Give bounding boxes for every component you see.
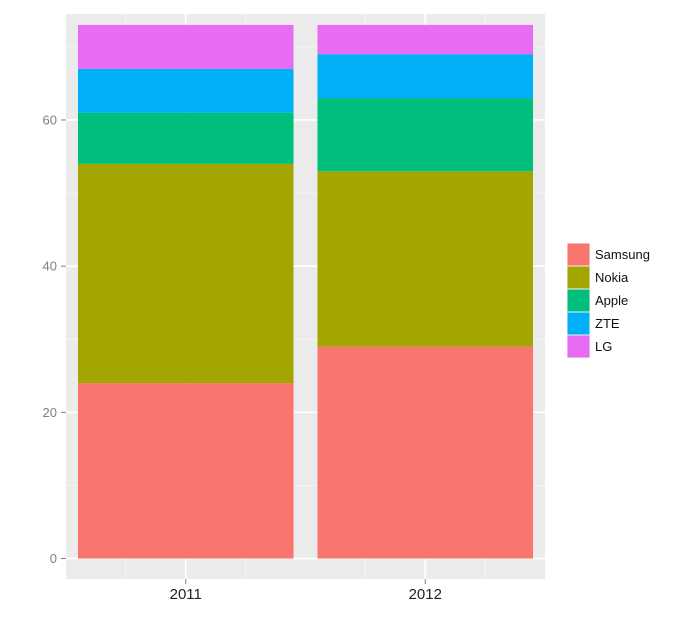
legend-swatch-lg	[567, 335, 590, 358]
legend-swatch-apple	[567, 289, 590, 312]
y-tick-label: 60	[43, 112, 57, 127]
legend-label-nokia: Nokia	[595, 270, 629, 285]
bar-segment-lg-2012	[317, 24, 534, 55]
x-axis: 2011 2012	[170, 579, 442, 603]
legend-label-lg: LG	[595, 339, 612, 354]
bar-segment-nokia-2011	[77, 163, 294, 384]
bar-segment-samsung-2011	[77, 383, 294, 559]
legend: Samsung Nokia Apple ZTE LG	[567, 243, 650, 358]
legend-swatch-zte	[567, 312, 590, 335]
y-tick-label: 0	[50, 551, 57, 566]
y-axis: 0 20 40 60	[43, 112, 66, 566]
x-tick-label: 2011	[170, 586, 202, 603]
legend-label-apple: Apple	[595, 293, 628, 308]
y-tick-label: 40	[43, 259, 57, 274]
bar-segment-apple-2011	[77, 112, 294, 164]
x-tick-label: 2012	[409, 586, 442, 603]
legend-label-zte: ZTE	[595, 316, 620, 331]
bar-segment-lg-2011	[77, 24, 294, 69]
bar-segment-zte-2011	[77, 68, 294, 113]
bars	[77, 24, 534, 559]
bar-segment-zte-2012	[317, 54, 534, 99]
legend-swatch-samsung	[567, 243, 590, 266]
legend-swatch-nokia	[567, 266, 590, 289]
bar-segment-nokia-2012	[317, 171, 534, 347]
bar-segment-samsung-2012	[317, 346, 534, 559]
bar-segment-apple-2012	[317, 98, 534, 172]
legend-label-samsung: Samsung	[595, 247, 650, 262]
y-tick-label: 20	[43, 405, 57, 420]
